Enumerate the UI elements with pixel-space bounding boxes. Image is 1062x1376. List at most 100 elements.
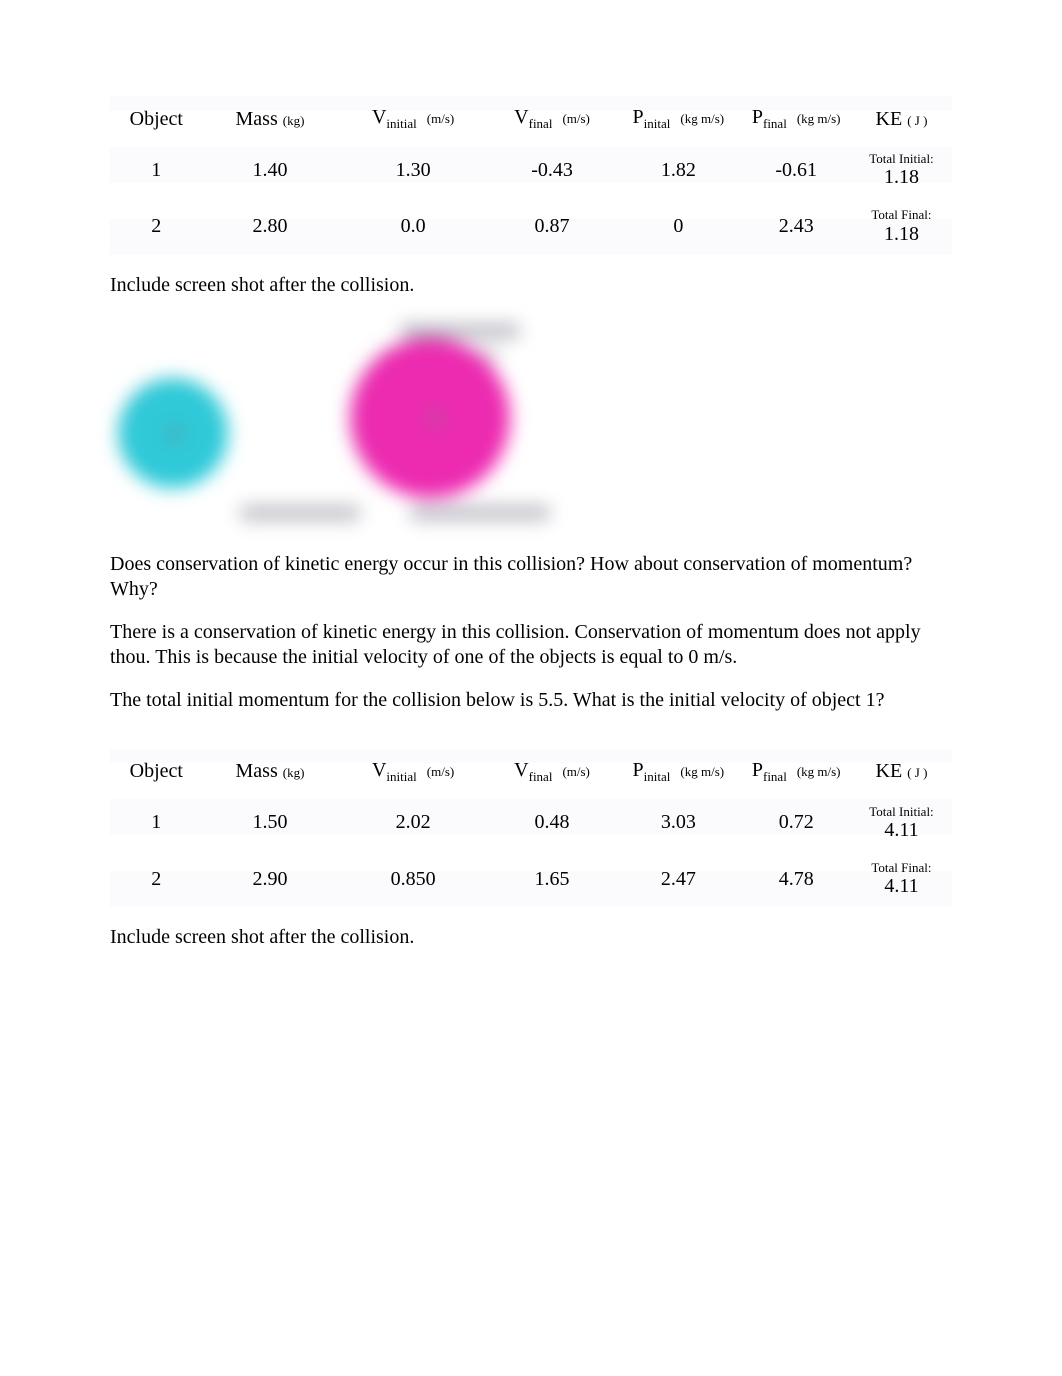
th-object-text: Object (130, 108, 183, 130)
figure-center-dot (170, 428, 180, 438)
collision-screenshot (110, 318, 550, 528)
figure-text-smudge (400, 324, 520, 338)
th-pi-unit: (kg m/s) (680, 111, 724, 126)
table1-row-1: 1 1.40 1.30 -0.43 1.82 -0.61 Total Initi… (110, 142, 952, 198)
th-pf-unit: (kg m/s) (797, 111, 841, 126)
t1r2-vi: 0.0 (337, 198, 489, 254)
th-ke-sym: KE (876, 108, 903, 130)
t2r1-ke-label: Total Initial: (855, 805, 948, 819)
t1r2-ke-label: Total Final: (855, 208, 948, 222)
th-ke-sym: KE (876, 760, 903, 782)
th-v-final: Vfinal (m/s) (489, 749, 615, 795)
th-pi-sub: inital (644, 116, 671, 131)
t1r2-object: 2 (110, 198, 203, 254)
t1r1-vf: -0.43 (489, 142, 615, 198)
th-pf-sym: P (752, 759, 763, 781)
th-vi-sym: V (372, 759, 386, 781)
th-object-text: Object (130, 760, 183, 782)
th-mass-text: Mass (236, 760, 278, 782)
t2r1-vf: 0.48 (489, 795, 615, 851)
t2r2-pf: 4.78 (741, 851, 850, 907)
th-pi-sym: P (633, 106, 644, 128)
table1-container: Object Mass (kg) Vinitial (m/s) Vfinal (… (110, 96, 952, 255)
t2r1-vi: 2.02 (337, 795, 489, 851)
figure-text-smudge (410, 506, 550, 520)
th-mass-text: Mass (236, 108, 278, 130)
t1r1-vi: 1.30 (337, 142, 489, 198)
th-vf-sym: V (514, 759, 528, 781)
t2r1-pf: 0.72 (741, 795, 850, 851)
figure-text-smudge (240, 506, 360, 520)
question-2: The total initial momentum for the colli… (110, 688, 952, 713)
th-vi-sub: initial (386, 116, 416, 131)
t2r1-ke: Total Initial: 4.11 (851, 795, 952, 851)
th-p-final: Pfinal (kg m/s) (741, 749, 850, 795)
th-pf-sub: final (763, 769, 787, 784)
table2-container: Object Mass (kg) Vinitial (m/s) Vfinal (… (110, 749, 952, 908)
th-ke-unit: ( J ) (907, 113, 927, 128)
th-vf-sym: V (514, 106, 528, 128)
t2r2-mass: 2.90 (203, 851, 338, 907)
th-pi-unit: (kg m/s) (680, 764, 724, 779)
table1-header-row: Object Mass (kg) Vinitial (m/s) Vfinal (… (110, 96, 952, 142)
question-1: Does conservation of kinetic energy occu… (110, 552, 952, 602)
t1r2-pi: 0 (615, 198, 741, 254)
th-p-initial: Pinital (kg m/s) (615, 96, 741, 142)
t2r2-ke-value: 4.11 (855, 875, 948, 897)
th-v-final: Vfinal (m/s) (489, 96, 615, 142)
th-ke: KE ( J ) (851, 749, 952, 795)
t2r2-vi: 0.850 (337, 851, 489, 907)
th-ke-unit: ( J ) (907, 765, 927, 780)
th-vf-unit: (m/s) (562, 764, 589, 779)
t2r1-object: 1 (110, 795, 203, 851)
page: Object Mass (kg) Vinitial (m/s) Vfinal (… (0, 0, 1062, 1028)
figure-center-dot (430, 413, 440, 423)
th-pi-sym: P (633, 759, 644, 781)
t1r1-pf: -0.61 (741, 142, 850, 198)
t2r2-vf: 1.65 (489, 851, 615, 907)
th-object: Object (110, 96, 203, 142)
t1r1-ke: Total Initial: 1.18 (851, 142, 952, 198)
t2r2-pi: 2.47 (615, 851, 741, 907)
spacer (110, 731, 952, 749)
caption-2: Include screen shot after the collision. (110, 925, 952, 950)
table1-row-2: 2 2.80 0.0 0.87 0 2.43 Total Final: 1.18 (110, 198, 952, 254)
th-mass-unit: (kg) (283, 765, 305, 780)
table2-header-row: Object Mass (kg) Vinitial (m/s) Vfinal (… (110, 749, 952, 795)
t1r1-ke-value: 1.18 (855, 166, 948, 188)
th-vi-unit: (m/s) (427, 764, 454, 779)
t1r2-ke-value: 1.18 (855, 223, 948, 245)
t1r2-pf: 2.43 (741, 198, 850, 254)
th-v-initial: Vinitial (m/s) (337, 96, 489, 142)
th-mass: Mass (kg) (203, 96, 338, 142)
caption-1: Include screen shot after the collision. (110, 273, 952, 298)
th-vf-unit: (m/s) (562, 111, 589, 126)
t1r1-object: 1 (110, 142, 203, 198)
th-pi-sub: inital (644, 769, 671, 784)
t1r1-mass: 1.40 (203, 142, 338, 198)
t2r1-mass: 1.50 (203, 795, 338, 851)
t1r1-ke-label: Total Initial: (855, 152, 948, 166)
th-pf-sub: final (763, 116, 787, 131)
th-pf-unit: (kg m/s) (797, 764, 841, 779)
t2r2-object: 2 (110, 851, 203, 907)
th-vi-unit: (m/s) (427, 111, 454, 126)
th-v-initial: Vinitial (m/s) (337, 749, 489, 795)
answer-1: There is a conservation of kinetic energ… (110, 620, 952, 670)
th-p-final: Pfinal (kg m/s) (741, 96, 850, 142)
th-vi-sub: initial (386, 769, 416, 784)
th-vi-sym: V (372, 106, 386, 128)
t1r2-vf: 0.87 (489, 198, 615, 254)
th-p-initial: Pinital (kg m/s) (615, 749, 741, 795)
table2-row-2: 2 2.90 0.850 1.65 2.47 4.78 Total Final:… (110, 851, 952, 907)
t2r1-ke-value: 4.11 (855, 819, 948, 841)
t1r2-ke: Total Final: 1.18 (851, 198, 952, 254)
collision-table-1: Object Mass (kg) Vinitial (m/s) Vfinal (… (110, 96, 952, 255)
collision-table-2: Object Mass (kg) Vinitial (m/s) Vfinal (… (110, 749, 952, 908)
t2r2-ke: Total Final: 4.11 (851, 851, 952, 907)
th-vf-sub: final (529, 116, 553, 131)
t1r1-pi: 1.82 (615, 142, 741, 198)
th-mass: Mass (kg) (203, 749, 338, 795)
th-pf-sym: P (752, 106, 763, 128)
t2r1-pi: 3.03 (615, 795, 741, 851)
